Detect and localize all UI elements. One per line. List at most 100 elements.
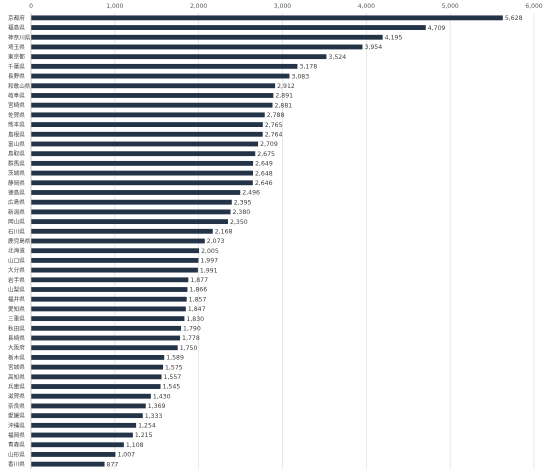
category-label: 宮城県 xyxy=(8,363,25,371)
value-label: 3,524 xyxy=(328,54,346,61)
value-label: 2,646 xyxy=(255,180,273,187)
category-label: 岩手県 xyxy=(8,276,25,284)
bar xyxy=(31,190,241,195)
category-label: 高知県 xyxy=(8,373,25,381)
bar xyxy=(31,364,164,370)
bar xyxy=(31,442,124,448)
category-label: 石川県 xyxy=(8,228,25,235)
value-label: 2,709 xyxy=(260,141,278,148)
value-label: 1,369 xyxy=(148,403,166,410)
category-label: 宮崎県 xyxy=(8,101,25,109)
value-label: 3,083 xyxy=(291,73,309,80)
value-label: 3,954 xyxy=(364,44,382,51)
bar xyxy=(31,112,265,118)
value-label: 2,648 xyxy=(255,170,273,177)
bar xyxy=(31,44,363,50)
bar xyxy=(31,141,259,147)
category-label: 奈良県 xyxy=(8,402,25,410)
bar xyxy=(31,432,133,438)
category-label: 大阪府 xyxy=(8,344,25,352)
bar xyxy=(31,267,198,273)
category-label: 秋田県 xyxy=(8,324,25,332)
value-label: 2,496 xyxy=(242,190,260,197)
category-label: 和歌山県 xyxy=(8,82,31,90)
category-label: 香川県 xyxy=(8,460,25,468)
value-label: 877 xyxy=(107,461,119,468)
category-label: 静岡県 xyxy=(8,179,25,187)
value-label: 4,195 xyxy=(385,34,403,41)
bar xyxy=(31,151,256,157)
bar xyxy=(31,296,187,302)
category-label: 三重県 xyxy=(8,315,25,323)
bars xyxy=(31,15,503,467)
value-label: 1,866 xyxy=(189,287,207,294)
value-label: 1,108 xyxy=(126,442,144,449)
value-label: 1,877 xyxy=(190,277,208,284)
value-label: 1,857 xyxy=(189,296,207,303)
bar xyxy=(31,393,151,399)
x-tick-label: 6,000 xyxy=(525,3,542,10)
bar xyxy=(31,228,213,234)
value-label: 2,881 xyxy=(275,102,293,109)
category-label: 山梨県 xyxy=(8,286,25,294)
bar xyxy=(31,403,146,409)
value-label: 1,991 xyxy=(200,267,218,274)
value-label: 1,778 xyxy=(182,335,200,342)
category-label: 沖縄県 xyxy=(8,421,25,429)
category-label: 東京都 xyxy=(8,53,25,61)
value-label: 2,380 xyxy=(233,209,251,216)
bar xyxy=(31,461,105,467)
value-label: 1,557 xyxy=(164,374,182,381)
category-label: 神奈川県 xyxy=(8,33,31,41)
category-label: 鹿児島県 xyxy=(8,237,31,245)
value-label: 1,545 xyxy=(163,384,181,391)
category-label: 長崎県 xyxy=(8,334,25,342)
bar xyxy=(31,384,161,389)
category-label: 山口県 xyxy=(8,256,25,264)
category-label: 佐賀県 xyxy=(8,111,25,119)
category-label: 群馬県 xyxy=(8,159,25,167)
bar xyxy=(31,25,426,30)
bar xyxy=(31,422,137,428)
value-label: 4,709 xyxy=(428,25,446,32)
category-label: 千葉県 xyxy=(8,62,25,70)
bar xyxy=(31,73,290,79)
bar xyxy=(31,131,263,137)
x-tick-label: 5,000 xyxy=(442,3,459,10)
bar xyxy=(31,374,162,380)
category-label: 山形県 xyxy=(8,450,25,458)
category-label: 茨城県 xyxy=(8,169,25,177)
category-label: 愛知県 xyxy=(8,305,25,313)
bar xyxy=(31,160,254,166)
value-label: 1,830 xyxy=(186,316,204,323)
category-label: 島根県 xyxy=(8,130,25,138)
value-label: 5,628 xyxy=(505,15,523,22)
value-label: 2,675 xyxy=(257,151,275,158)
value-label: 1,430 xyxy=(153,393,171,400)
bar xyxy=(31,238,205,244)
bar xyxy=(31,63,298,69)
value-label: 2,168 xyxy=(215,228,233,235)
category-label: 徳島県 xyxy=(8,188,25,196)
category-label: 青森県 xyxy=(8,441,25,449)
bar xyxy=(31,180,253,186)
bar xyxy=(31,325,182,331)
category-label: 長野県 xyxy=(8,72,25,80)
bar xyxy=(31,452,116,457)
bar xyxy=(31,15,503,21)
bar xyxy=(31,34,383,40)
bar xyxy=(31,287,188,292)
category-label: 滋賀県 xyxy=(8,392,25,400)
bar xyxy=(31,102,273,108)
category-label: 福岡県 xyxy=(8,431,25,439)
x-tick-label: 3,000 xyxy=(274,3,291,10)
value-label: 1,997 xyxy=(200,258,218,265)
bar xyxy=(31,316,185,322)
bar xyxy=(31,93,274,98)
x-axis-ticks: 0 1,000 2,000 3,000 4,000 5,000 6,000 xyxy=(29,3,543,10)
bar xyxy=(31,248,200,254)
bar xyxy=(31,54,327,60)
value-label: 2,788 xyxy=(267,112,285,119)
category-label: 兵庫県 xyxy=(8,383,25,391)
